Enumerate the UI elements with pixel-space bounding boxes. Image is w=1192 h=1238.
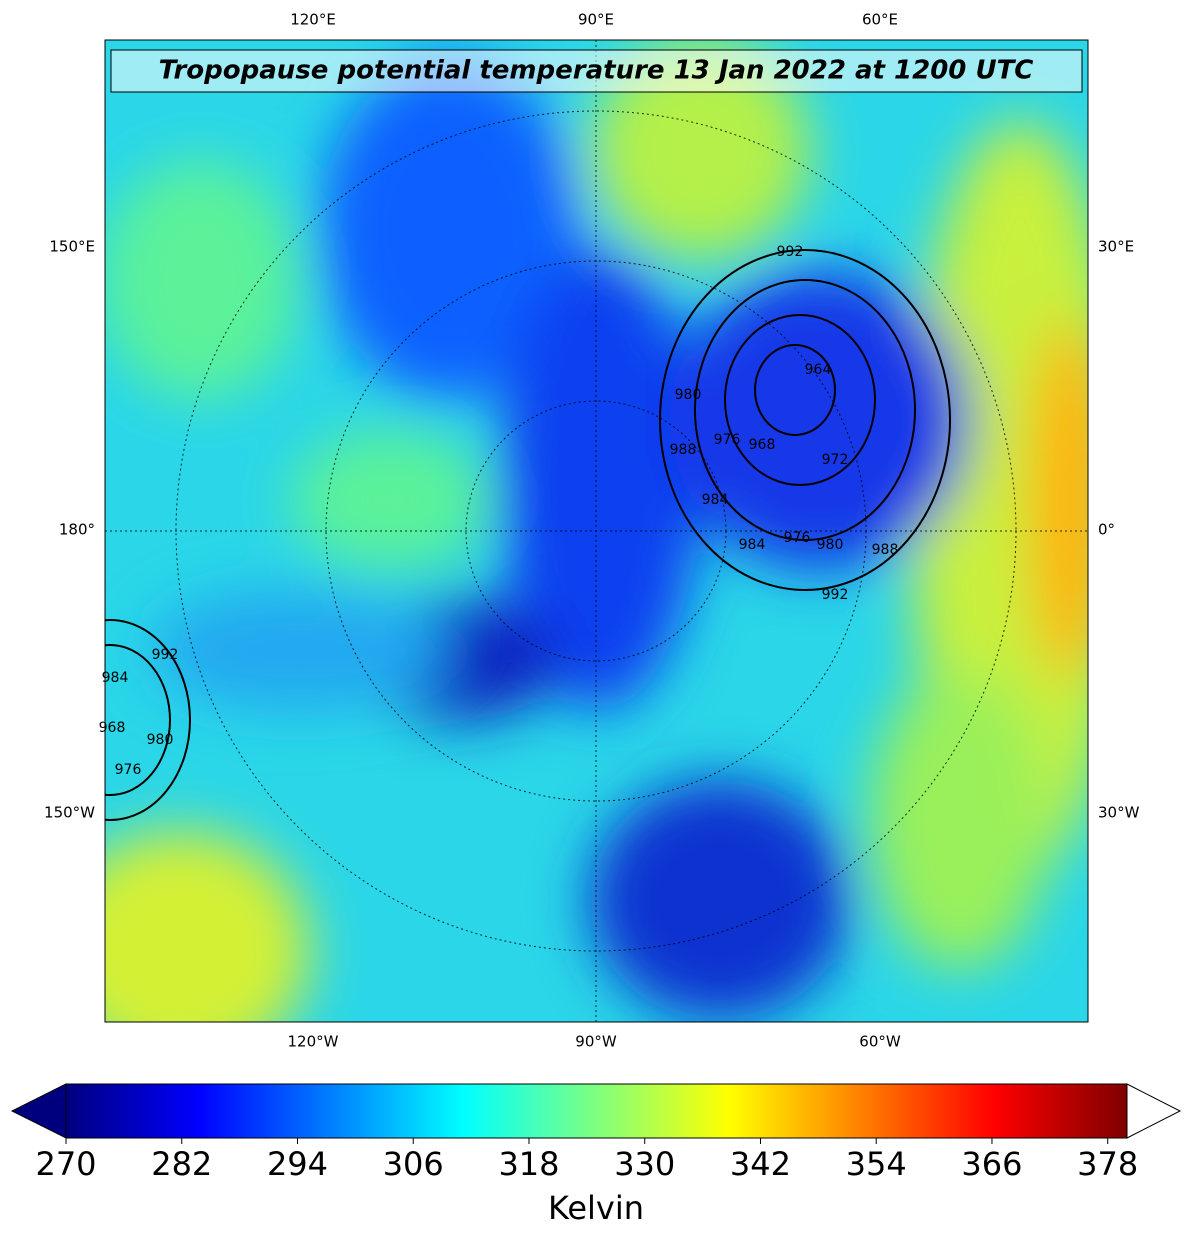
colorbar-tick-label: 342 xyxy=(730,1145,791,1183)
lon-label: 60°E xyxy=(862,11,898,29)
colorbar-extend xyxy=(1126,1083,1182,1139)
lat-label: 30°W xyxy=(1098,804,1140,822)
contour-label: 972 xyxy=(822,452,849,468)
contour-label: 980 xyxy=(675,387,702,403)
contour-label: 992 xyxy=(777,244,804,260)
chart-title: Tropopause potential temperature 13 Jan … xyxy=(159,56,1034,86)
colorbar-tick-label: 366 xyxy=(961,1145,1022,1183)
colorbar-tick-label: 294 xyxy=(267,1145,328,1183)
contour-label: 976 xyxy=(714,432,741,448)
lat-label: 150°W xyxy=(44,804,95,822)
lon-label: 90°W xyxy=(575,1033,617,1051)
contour-label: 976 xyxy=(784,530,811,546)
contour-label: 964 xyxy=(805,362,832,378)
contour-label: 988 xyxy=(872,542,899,558)
lon-label: 120°W xyxy=(288,1033,339,1051)
contour-label: 984 xyxy=(739,537,766,553)
lat-label: 30°E xyxy=(1098,238,1134,256)
colorbar-tick-label: 354 xyxy=(846,1145,907,1183)
lon-label: 60°W xyxy=(859,1033,901,1051)
contour-label: 968 xyxy=(749,437,776,453)
contour-label: 984 xyxy=(702,492,729,508)
colorbar-tick-label: 306 xyxy=(383,1145,444,1183)
lat-label: 0° xyxy=(1098,521,1115,539)
contour-label: 968 xyxy=(99,720,126,736)
colorbar-tick-label: 378 xyxy=(1077,1145,1138,1183)
contour-label: 976 xyxy=(115,762,142,778)
lat-label: 150°E xyxy=(49,238,95,256)
colorbar-tick-label: 282 xyxy=(151,1145,212,1183)
colorbar-tick-label: 318 xyxy=(498,1145,559,1183)
contour-label: 988 xyxy=(670,442,697,458)
colorbar xyxy=(65,1083,1128,1139)
contour-label: 992 xyxy=(152,647,179,663)
colorbar-label: Kelvin xyxy=(548,1189,644,1227)
lat-label: 180° xyxy=(59,521,95,539)
lon-label: 120°E xyxy=(290,11,336,29)
contour-label: 980 xyxy=(147,732,174,748)
colorbar-tick-label: 270 xyxy=(35,1145,96,1183)
title-box xyxy=(110,49,1083,93)
contour-label: 980 xyxy=(817,537,844,553)
colorbar-extend xyxy=(10,1083,67,1139)
contour-label: 984 xyxy=(102,670,129,686)
map-frame xyxy=(104,39,1089,1023)
lon-label: 90°E xyxy=(578,11,614,29)
contour-label: 992 xyxy=(822,587,849,603)
map-field xyxy=(105,40,1088,1022)
colorbar-tick-label: 330 xyxy=(614,1145,675,1183)
